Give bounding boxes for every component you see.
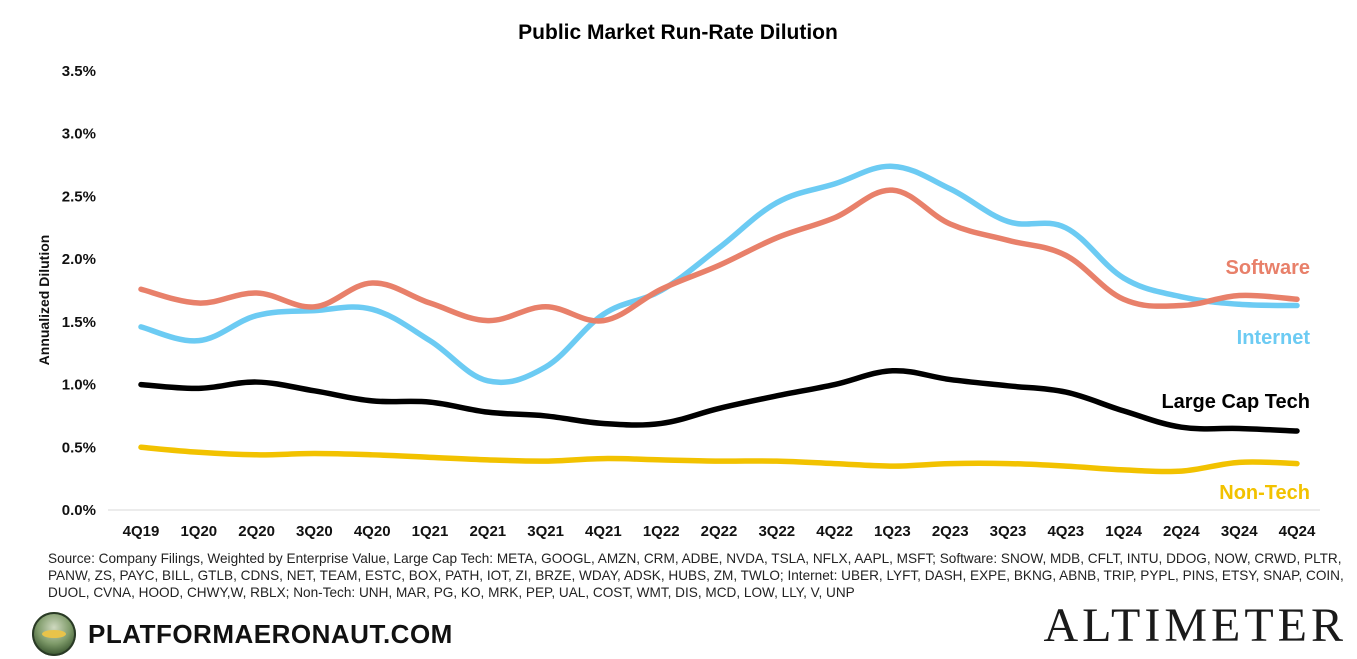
series-line-non-tech	[138, 444, 1300, 475]
y-tick-label: 1.0%	[62, 377, 96, 394]
x-tick-label: 2Q21	[469, 523, 506, 540]
series-label-internet: Internet	[1237, 327, 1311, 349]
x-axis: 4Q19 1Q20 2Q20 3Q20 4Q20 1Q21 2Q21 3Q21 4Q21 1Q22…	[108, 509, 1320, 540]
x-tick-label: 4Q24	[1279, 523, 1316, 540]
x-tick-label: 4Q20	[354, 523, 391, 540]
series-line-large-cap-tech	[138, 368, 1300, 434]
series-line-software	[138, 187, 1300, 324]
altimeter-logo: ALTIMETER	[1043, 599, 1347, 652]
series-label-software: Software	[1226, 257, 1310, 279]
chart-title: Public Market Run-Rate Dilution	[518, 21, 838, 44]
platformaeronaut-brand: PLATFORMAERONAUT.COM	[32, 612, 453, 656]
series-lines	[138, 163, 1300, 475]
x-tick-label: 1Q24	[1105, 523, 1142, 540]
y-tick-label: 0.0%	[62, 502, 96, 519]
y-tick-label: 1.5%	[62, 314, 96, 331]
chart: Public Market Run-Rate Dilution Annualiz…	[36, 21, 1320, 540]
x-tick-label: 1Q21	[412, 523, 449, 540]
y-tick-label: 3.5%	[62, 63, 96, 80]
x-tick-label: 4Q23	[1047, 523, 1084, 540]
x-tick-label: 2Q20	[238, 523, 275, 540]
y-tick-label: 0.5%	[62, 439, 96, 456]
platformaeronaut-logo-icon	[32, 612, 76, 656]
x-tick-label: 4Q21	[585, 523, 622, 540]
y-axis: 0.0% 0.5% 1.0% 1.5% 2.0% 2.5% 3.0% 3.5%	[62, 63, 96, 519]
x-tick-label: 2Q22	[701, 523, 738, 540]
x-tick-label: 1Q22	[643, 523, 680, 540]
x-tick-label: 3Q20	[296, 523, 333, 540]
x-tick-label: 3Q24	[1221, 523, 1258, 540]
series-label-large-cap-tech: Large Cap Tech	[1161, 391, 1310, 413]
y-axis-label: Annualized Dilution	[36, 235, 52, 366]
series-line-internet	[138, 163, 1300, 386]
x-tick-label: 4Q22	[816, 523, 853, 540]
y-tick-label: 3.0%	[62, 126, 96, 143]
x-tick-label: 3Q21	[527, 523, 564, 540]
y-tick-label: 2.0%	[62, 251, 96, 268]
series-labels: Software Internet Large Cap Tech Non-Tech	[1161, 257, 1310, 504]
x-tick-label: 3Q22	[758, 523, 795, 540]
x-tick-label: 1Q20	[180, 523, 217, 540]
x-tick-label: 3Q23	[990, 523, 1027, 540]
source-note: Source: Company Filings, Weighted by Ent…	[48, 551, 1344, 600]
platformaeronaut-text: PLATFORMAERONAUT.COM	[88, 618, 453, 649]
x-tick-label: 2Q24	[1163, 523, 1200, 540]
x-tick-label: 1Q23	[874, 523, 911, 540]
x-tick-label: 4Q19	[123, 523, 160, 540]
x-tick-label: 2Q23	[932, 523, 969, 540]
series-label-non-tech: Non-Tech	[1219, 482, 1310, 504]
y-tick-label: 2.5%	[62, 188, 96, 205]
